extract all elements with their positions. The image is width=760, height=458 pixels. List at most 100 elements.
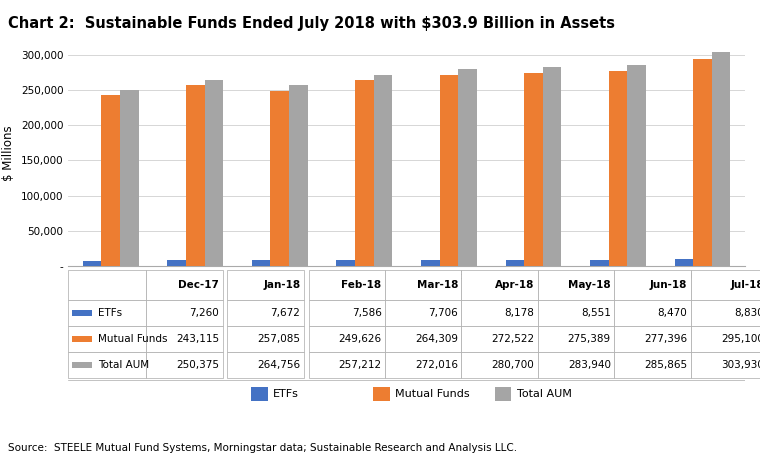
Bar — [71, 362, 92, 368]
Bar — [227, 326, 304, 352]
Text: ETFs: ETFs — [97, 308, 122, 318]
Text: ETFs: ETFs — [274, 388, 299, 398]
Text: 272,016: 272,016 — [415, 360, 458, 370]
Text: 275,389: 275,389 — [568, 334, 611, 344]
Bar — [68, 270, 146, 300]
Bar — [614, 352, 691, 378]
Bar — [146, 300, 223, 326]
Text: Jan-18: Jan-18 — [263, 280, 300, 290]
Text: 8,551: 8,551 — [581, 308, 611, 318]
Bar — [505, 260, 524, 266]
Bar — [101, 95, 120, 266]
Bar — [421, 260, 439, 266]
Text: 7,586: 7,586 — [352, 308, 382, 318]
Bar — [355, 80, 374, 266]
Bar — [186, 85, 204, 266]
Text: 7,672: 7,672 — [271, 308, 300, 318]
Bar — [524, 72, 543, 266]
Text: 264,756: 264,756 — [258, 360, 300, 370]
Bar — [71, 311, 92, 316]
Bar — [614, 300, 691, 326]
Bar — [691, 300, 760, 326]
Bar — [337, 260, 355, 266]
Bar — [538, 270, 614, 300]
Bar — [146, 352, 223, 378]
Bar — [204, 80, 223, 266]
Text: Dec-17: Dec-17 — [179, 280, 219, 290]
Bar — [590, 260, 609, 266]
Bar — [693, 59, 712, 266]
Bar — [71, 336, 92, 342]
Bar — [252, 260, 271, 266]
Bar — [538, 300, 614, 326]
Text: 243,115: 243,115 — [176, 334, 219, 344]
Text: Source:  STEELE Mutual Fund Systems, Morningstar data; Sustainable Research and : Source: STEELE Mutual Fund Systems, Morn… — [8, 442, 517, 453]
Bar — [609, 71, 627, 266]
Bar — [227, 270, 304, 300]
Text: 257,212: 257,212 — [338, 360, 382, 370]
Text: 8,470: 8,470 — [657, 308, 687, 318]
Bar — [461, 270, 538, 300]
Bar — [271, 91, 289, 266]
Bar — [385, 326, 461, 352]
Y-axis label: $ Millions: $ Millions — [2, 125, 15, 181]
Bar — [538, 326, 614, 352]
Bar — [461, 352, 538, 378]
Bar — [385, 300, 461, 326]
Text: Mar-18: Mar-18 — [416, 280, 458, 290]
Text: 250,375: 250,375 — [176, 360, 219, 370]
Bar — [614, 326, 691, 352]
Bar — [68, 352, 146, 378]
Bar — [227, 352, 304, 378]
Bar — [146, 326, 223, 352]
Text: 249,626: 249,626 — [338, 334, 382, 344]
Text: May-18: May-18 — [568, 280, 611, 290]
Text: Chart 2:  Sustainable Funds Ended July 2018 with $303.9 Billion in Assets: Chart 2: Sustainable Funds Ended July 20… — [8, 16, 615, 31]
Text: Mutual Funds: Mutual Funds — [395, 388, 470, 398]
Bar — [372, 387, 390, 401]
Text: 264,309: 264,309 — [415, 334, 458, 344]
Bar — [461, 300, 538, 326]
Text: Total AUM: Total AUM — [97, 360, 149, 370]
Bar — [543, 66, 562, 266]
Text: Apr-18: Apr-18 — [495, 280, 534, 290]
Text: Jul-18: Jul-18 — [730, 280, 760, 290]
Bar — [227, 300, 304, 326]
Bar — [691, 352, 760, 378]
Bar — [691, 326, 760, 352]
Bar — [68, 326, 146, 352]
Bar — [495, 387, 511, 401]
Bar — [385, 352, 461, 378]
Bar — [309, 270, 385, 300]
Bar — [614, 270, 691, 300]
Text: 257,085: 257,085 — [258, 334, 300, 344]
Text: 295,100: 295,100 — [721, 334, 760, 344]
Bar — [289, 85, 308, 266]
Text: Feb-18: Feb-18 — [341, 280, 382, 290]
Text: Jun-18: Jun-18 — [650, 280, 687, 290]
Text: 303,930: 303,930 — [721, 360, 760, 370]
Text: 285,865: 285,865 — [644, 360, 687, 370]
Bar — [68, 300, 146, 326]
Text: 280,700: 280,700 — [492, 360, 534, 370]
Text: Mutual Funds: Mutual Funds — [97, 334, 167, 344]
Bar — [385, 270, 461, 300]
Text: Total AUM: Total AUM — [517, 388, 572, 398]
Bar — [374, 75, 392, 266]
Bar — [167, 260, 186, 266]
Bar — [309, 300, 385, 326]
Text: 7,706: 7,706 — [428, 308, 458, 318]
Bar — [120, 90, 138, 266]
Text: 7,260: 7,260 — [189, 308, 219, 318]
Text: 272,522: 272,522 — [491, 334, 534, 344]
Bar — [146, 270, 223, 300]
Bar — [712, 53, 730, 266]
Bar — [461, 326, 538, 352]
Bar — [458, 69, 477, 266]
Text: 8,178: 8,178 — [505, 308, 534, 318]
Bar — [627, 65, 646, 266]
Bar — [309, 352, 385, 378]
Text: 277,396: 277,396 — [644, 334, 687, 344]
Bar — [691, 270, 760, 300]
Bar — [83, 261, 101, 266]
